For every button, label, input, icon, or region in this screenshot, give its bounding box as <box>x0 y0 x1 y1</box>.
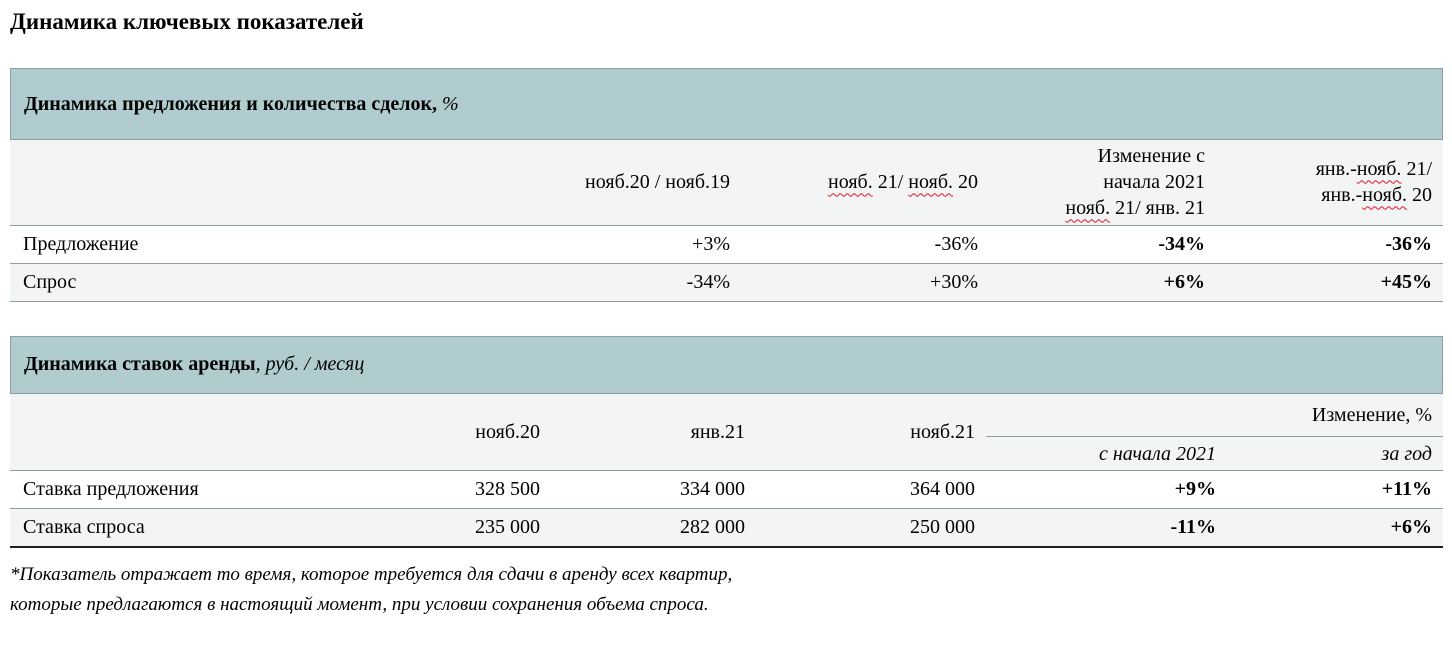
change-cell: -11% <box>1170 515 1216 538</box>
value-cell: 328 500 <box>475 478 540 500</box>
column-header-jan21: янв.21 <box>690 420 745 443</box>
rental-rates-section: Динамика ставок аренды, руб. / месяц ноя… <box>10 335 1443 548</box>
column-header-nov21-nov20: нояб. 21/ нояб. 20 <box>828 171 978 194</box>
value-cell: +30% <box>930 270 978 293</box>
supply-deals-table-title-unit: % <box>437 92 459 115</box>
column-header-empty <box>10 394 320 471</box>
value-cell: +3% <box>692 232 730 255</box>
column-header-jan-nov-21-vs-20: янв.-нояб. 21/янв.-нояб. 20 <box>1315 158 1432 207</box>
value-cell: +45% <box>1380 270 1432 293</box>
supply-deals-table-title-bar: Динамика предложения и количества сделок… <box>10 68 1443 140</box>
value-cell: +6% <box>1163 270 1205 293</box>
row-label: Ставка предложения <box>23 478 199 500</box>
column-header-change-since-2021: Изменение с начала 2021 нояб. 21/ янв. 21 <box>1065 145 1205 220</box>
value-cell: -36% <box>1385 232 1432 255</box>
supply-deals-table: нояб.20 / нояб.19 нояб. 21/ нояб. 20 Изм… <box>10 140 1443 302</box>
value-cell: 364 000 <box>910 478 975 500</box>
row-label: Спрос <box>23 270 77 293</box>
rental-rates-table-title: Динамика ставок аренды <box>24 353 256 375</box>
change-cell: +11% <box>1381 478 1432 500</box>
rental-rates-subheader-row: с начала 2021 за год <box>10 437 1443 471</box>
supply-deals-section: Динамика предложения и количества сделок… <box>10 68 1443 302</box>
value-cell: 235 000 <box>475 515 540 538</box>
rental-rates-table-title-unit: , руб. / месяц <box>255 353 365 375</box>
change-cell: +9% <box>1174 478 1216 500</box>
value-cell: 282 000 <box>680 515 745 538</box>
value-cell: -34% <box>686 270 730 293</box>
rental-rates-table-title-bar: Динамика ставок аренды, руб. / месяц <box>10 335 1443 394</box>
page-title: Динамика ключевых показателей <box>10 9 364 34</box>
rental-rates-table: нояб.20 янв.21 нояб.21 Изменение, % с на… <box>10 393 1443 548</box>
value-cell: -36% <box>934 232 978 255</box>
value-cell: 250 000 <box>910 515 975 538</box>
row-label: Ставка спроса <box>23 515 145 538</box>
rental-rates-column-header-row: нояб.20 янв.21 нояб.21 Изменение, % <box>10 393 1443 443</box>
column-header-empty <box>10 140 390 225</box>
subcolumn-header-yoy: за год <box>1381 442 1432 465</box>
footnote-line: которые предлагаются в настоящий момент,… <box>10 593 709 615</box>
table-row-ask-rate: Ставка предложения 328 500 334 000 364 0… <box>10 471 1443 509</box>
value-cell: 334 000 <box>680 478 745 500</box>
footnote-line: *Показатель отражает то время, которое т… <box>10 563 733 585</box>
change-cell: +6% <box>1390 515 1432 538</box>
row-label: Предложение <box>23 232 139 255</box>
column-group-header-change: Изменение, % <box>986 393 1443 437</box>
table-row-demand-rate: Ставка спроса 235 000 282 000 250 000 -1… <box>10 508 1443 547</box>
supply-deals-table-title: Динамика предложения и количества сделок… <box>24 92 438 115</box>
table-row-demand: Спрос -34% +30% +6% +45% <box>10 263 1443 301</box>
table-row-supply: Предложение +3% -36% -34% -36% <box>10 225 1443 263</box>
column-header-nov20: нояб.20 <box>475 420 540 443</box>
supply-deals-column-header-row: нояб.20 / нояб.19 нояб. 21/ нояб. 20 Изм… <box>10 140 1443 225</box>
report-page: Динамика ключевых показателей Динамика п… <box>10 9 1443 620</box>
value-cell: -34% <box>1158 232 1205 255</box>
column-header-nov21: нояб.21 <box>910 420 975 443</box>
footnote: *Показатель отражает то время, которое т… <box>10 560 1443 620</box>
column-header-nov20-nov19: нояб.20 / нояб.19 <box>585 171 730 194</box>
subcolumn-header-since-2021: с начала 2021 <box>1098 442 1216 465</box>
